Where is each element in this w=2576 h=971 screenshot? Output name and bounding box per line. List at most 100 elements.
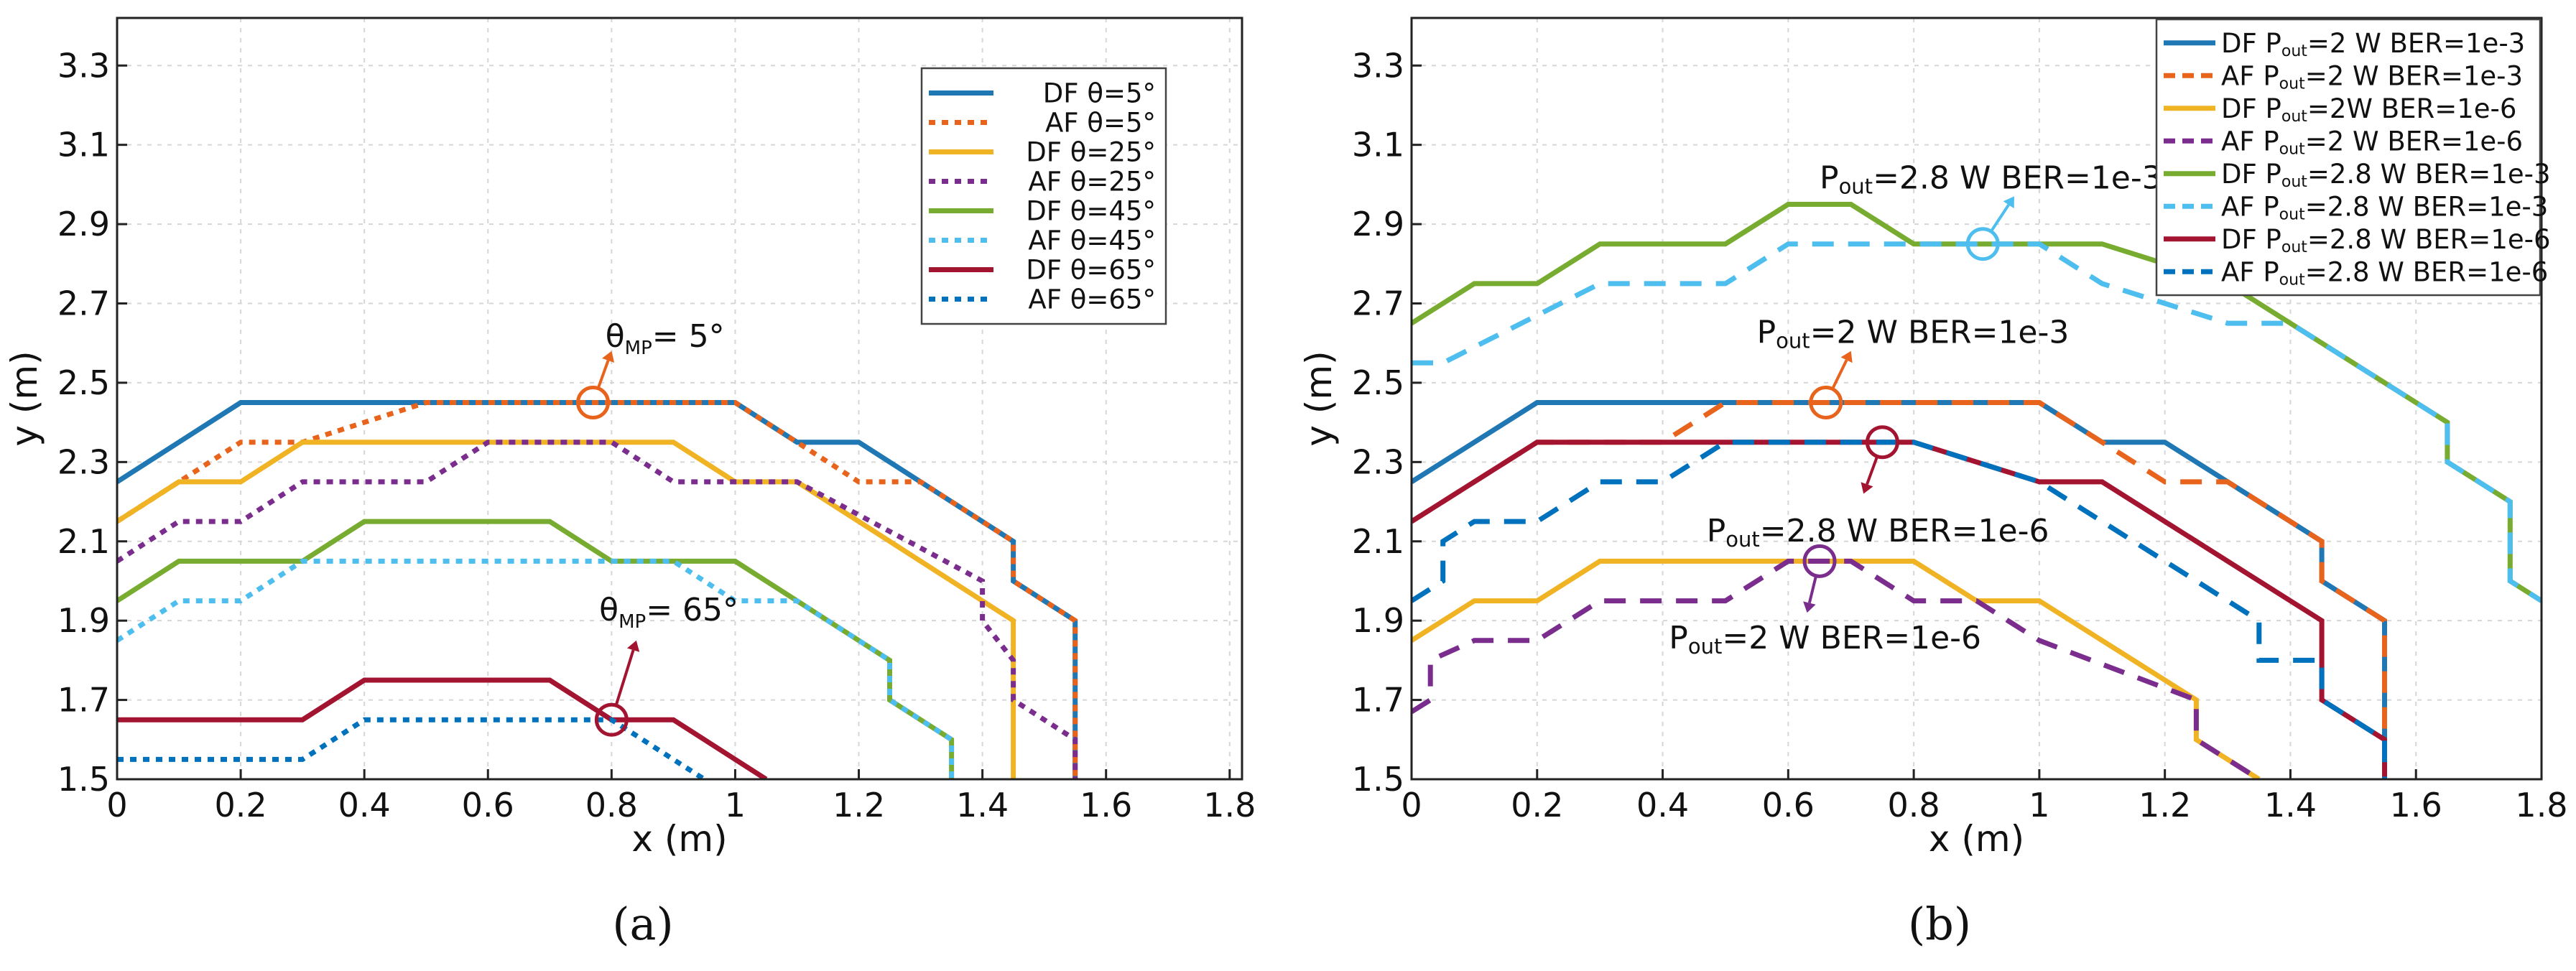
x-tick-label: 0.2 bbox=[1511, 786, 1563, 824]
legend-entry: DF θ=65° bbox=[1026, 255, 1156, 286]
annotation-arrow-head bbox=[2003, 196, 2014, 209]
annotation-arrow-shaft bbox=[1831, 359, 1848, 390]
annotation-label: Pout=2 W BER=1e-6 bbox=[1669, 620, 1981, 659]
x-tick-label: 0.6 bbox=[1762, 786, 1815, 824]
annotation-label: Pout=2.8 W BER=1e-6 bbox=[1707, 513, 2049, 552]
annotation-marker-circle bbox=[576, 386, 611, 420]
annotation-arrow-head bbox=[1803, 601, 1816, 613]
series-group bbox=[1412, 202, 2542, 779]
y-tick-label: 3.3 bbox=[1352, 46, 1404, 85]
legend-entry: DF Pout=2.8 W BER=1e-6 bbox=[2221, 224, 2551, 256]
y-tick-label: 2.7 bbox=[1352, 284, 1404, 323]
legend: DF θ=5°AF θ=5°DF θ=25°AF θ=25°DF θ=45°AF… bbox=[920, 67, 1167, 325]
x-tick-label: 0.4 bbox=[338, 786, 391, 824]
legend-entry: AF Pout=2 W BER=1e-3 bbox=[2221, 60, 2523, 93]
series-line-2 bbox=[117, 400, 1078, 779]
y-tick-label: 2.1 bbox=[57, 522, 110, 561]
series-line-7 bbox=[1412, 440, 2387, 779]
series-line-7 bbox=[117, 677, 768, 779]
y-tick-label: 1.5 bbox=[57, 760, 110, 799]
axes-frame bbox=[116, 17, 1243, 781]
caption-b: (b) bbox=[1908, 898, 1971, 950]
y-axis-label: y (m) bbox=[1298, 350, 1340, 446]
annotation-arrow-head bbox=[627, 640, 640, 652]
x-tick-label: 1.4 bbox=[956, 786, 1009, 824]
series-line-4 bbox=[1412, 558, 2261, 779]
y-axis-label: y (m) bbox=[4, 350, 45, 446]
y-tick-label: 1.7 bbox=[1352, 681, 1404, 720]
x-tick-label: 0.8 bbox=[585, 786, 638, 824]
x-axis-label: x (m) bbox=[631, 818, 727, 860]
y-tick-label: 1.9 bbox=[57, 601, 110, 640]
y-tick-label: 2.9 bbox=[57, 205, 110, 243]
annotation-label: θMP= 65° bbox=[599, 592, 738, 633]
x-tick-label: 0.2 bbox=[215, 786, 267, 824]
annotation-arrow-shaft bbox=[1807, 575, 1818, 603]
annotation-arrow-shaft bbox=[1990, 204, 2010, 233]
y-tick-label: 2.9 bbox=[1352, 205, 1404, 243]
x-tick-label: 1.6 bbox=[2390, 786, 2442, 824]
series-line-8 bbox=[117, 717, 706, 779]
y-tick-label: 2.7 bbox=[57, 284, 110, 323]
annotation-marker-circle bbox=[1809, 386, 1843, 420]
legend-entry: AF Pout=2.8 W BER=1e-6 bbox=[2221, 256, 2548, 289]
series-group bbox=[117, 400, 1078, 779]
series-line-6 bbox=[117, 558, 955, 779]
annotation-marker-circle bbox=[1802, 544, 1837, 578]
y-tick-label: 1.9 bbox=[1352, 601, 1404, 640]
caption-a: (a) bbox=[612, 898, 673, 950]
x-tick-label: 1.4 bbox=[2264, 786, 2317, 824]
legend-entry: DF Pout=2W BER=1e-6 bbox=[2221, 93, 2516, 126]
y-tick-label: 2.3 bbox=[57, 442, 110, 481]
x-tick-label: 0 bbox=[1401, 786, 1422, 824]
annotation-label: Pout=2 W BER=1e-3 bbox=[1757, 315, 2070, 353]
x-tick-label: 1.8 bbox=[2515, 786, 2567, 824]
legend-entry: AF θ=5° bbox=[1045, 108, 1156, 139]
y-tick-label: 3.3 bbox=[57, 46, 110, 85]
annotation-marker-circle bbox=[1865, 425, 1899, 460]
x-tick-label: 0.8 bbox=[1888, 786, 1940, 824]
series-line-6 bbox=[1412, 241, 2542, 603]
annotation-arrow-shaft bbox=[614, 649, 635, 706]
y-tick-label: 1.7 bbox=[57, 681, 110, 720]
legend-entry: AF Pout=2.8 W BER=1e-3 bbox=[2221, 191, 2548, 223]
x-axis-label: x (m) bbox=[1929, 818, 2024, 860]
panel-b-chart: 0 0.2 0.4 0.6 0.8 1 1.2 1.4 1.6 1.8 1.5 1.7 1.9 2.1 2.… bbox=[1298, 17, 2568, 860]
x-tick-label: 1 bbox=[725, 786, 746, 824]
y-tick-label: 1.5 bbox=[1352, 760, 1404, 799]
y-tick-label: 3.1 bbox=[1352, 126, 1404, 164]
legend-entry: DF θ=5° bbox=[1043, 78, 1156, 109]
annotation-arrow-shaft bbox=[1866, 455, 1879, 486]
annotation-marker-circle bbox=[1965, 227, 2000, 261]
x-tick-label: 1.6 bbox=[1080, 786, 1132, 824]
legend-entry: DF Pout=2.8 W BER=1e-3 bbox=[2221, 159, 2551, 191]
series-line-5 bbox=[117, 519, 955, 779]
x-tick-label: 1.2 bbox=[833, 786, 885, 824]
annotation-arrow-head bbox=[602, 350, 615, 363]
y-tick-label: 2.3 bbox=[1352, 442, 1404, 481]
legend-entry: AF θ=65° bbox=[1028, 284, 1156, 315]
series-line-3 bbox=[117, 440, 1016, 779]
x-tick-label: 1 bbox=[2029, 786, 2049, 824]
annotation-label: Pout=2.8 W BER=1e-3 bbox=[1820, 159, 2162, 198]
legend-box bbox=[2155, 18, 2542, 297]
legend-entry: DF θ=45° bbox=[1026, 196, 1156, 227]
y-tick-label: 2.1 bbox=[1352, 522, 1404, 561]
annotation-arrow-head bbox=[1840, 350, 1853, 363]
axes-frame bbox=[1410, 17, 2543, 781]
series-line-3 bbox=[1412, 558, 2261, 779]
annotation-marker-circle bbox=[594, 702, 629, 737]
y-tick-label: 3.1 bbox=[57, 126, 110, 164]
series-line-1 bbox=[117, 400, 1078, 779]
panel-a-chart: 0 0.2 0.4 0.6 0.8 1 1.2 1.4 1.6 1.8 1.5 1.7 1.9 2.1 2.… bbox=[4, 17, 1256, 860]
series-line-4 bbox=[117, 440, 1078, 779]
y-tick-label: 2.5 bbox=[57, 363, 110, 402]
legend-entry: AF Pout=2 W BER=1e-6 bbox=[2221, 126, 2523, 158]
x-tick-label: 0.4 bbox=[1636, 786, 1689, 824]
annotation-arrow-head bbox=[1861, 482, 1873, 494]
legend-entry: DF Pout=2 W BER=1e-3 bbox=[2221, 28, 2525, 60]
legend: DF Pout=2 W BER=1e-3AF Pout=2 W BER=1e-3… bbox=[2155, 18, 2551, 297]
series-line-1 bbox=[1412, 400, 2387, 779]
x-tick-label: 0 bbox=[106, 786, 127, 824]
